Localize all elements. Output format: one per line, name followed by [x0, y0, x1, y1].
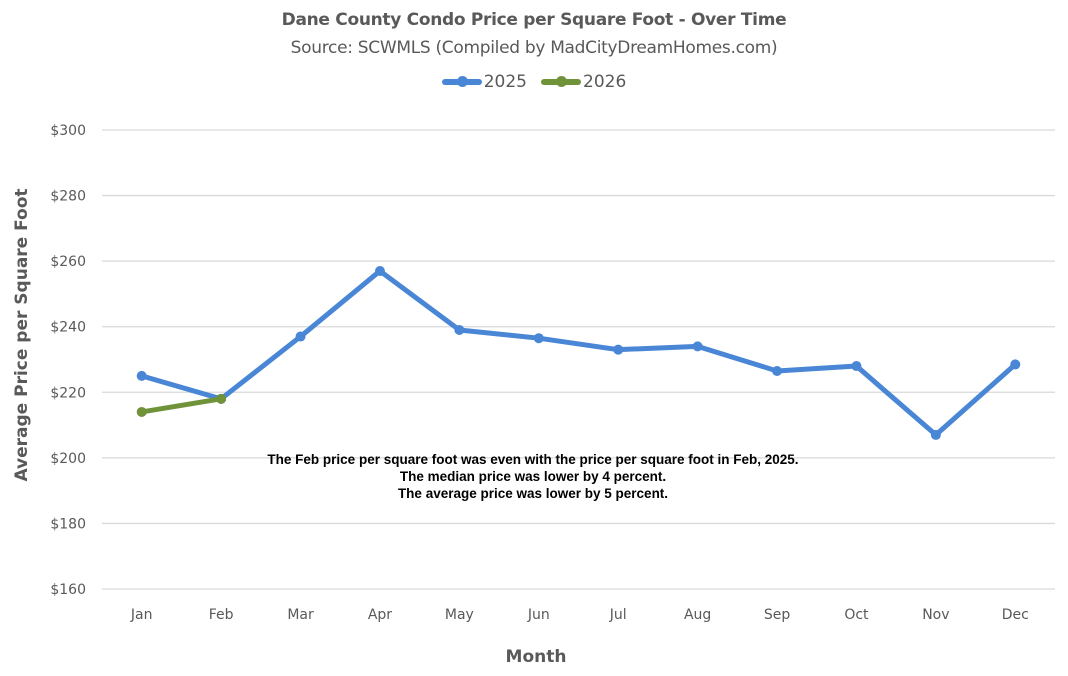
data-point	[692, 341, 703, 352]
annotation-line-1: The Feb price per square foot was even w…	[267, 452, 799, 467]
legend-label-2026: 2026	[583, 72, 627, 92]
data-point	[772, 365, 783, 376]
chart-title: Dane County Condo Price per Square Foot …	[281, 10, 787, 30]
y-tick-label: $300	[50, 123, 86, 139]
data-point	[454, 324, 465, 335]
x-tick-label: Sep	[764, 607, 791, 623]
series-line-2025	[139, 268, 1018, 438]
x-tick-label: Jun	[527, 607, 550, 623]
y-tick-label: $220	[50, 385, 86, 401]
x-tick-label: Feb	[209, 607, 234, 623]
x-tick-label: Dec	[1002, 607, 1029, 623]
y-tick-label: $260	[50, 254, 86, 270]
legend-label-2025: 2025	[483, 72, 527, 92]
data-point	[295, 331, 306, 342]
data-point	[374, 265, 385, 276]
x-tick-label: May	[445, 607, 474, 623]
x-tick-label: Mar	[287, 607, 314, 623]
y-tick-label: $180	[50, 516, 86, 532]
chart-legend: 2025 2026	[0, 72, 1068, 92]
x-tick-label: Apr	[368, 607, 392, 623]
x-tick-label: Jan	[130, 607, 153, 623]
data-point	[1010, 359, 1021, 370]
series-2025	[136, 265, 1021, 440]
data-point	[136, 406, 147, 417]
x-axis-label: Month	[505, 647, 567, 667]
data-series	[136, 265, 1021, 440]
series-2026	[136, 393, 227, 417]
x-tick-label: Jul	[609, 607, 627, 623]
legend-line-icon-2026	[541, 76, 581, 87]
data-point	[216, 393, 227, 404]
x-axis-ticks: Jan Feb Mar Apr May Jun Jul Aug Sep Oct Nov Dec	[130, 607, 1029, 623]
x-tick-label: Oct	[844, 607, 869, 623]
y-tick-label: $280	[50, 189, 86, 205]
chart-subtitle: Source: SCWMLS (Compiled by MadCityDream…	[290, 38, 778, 58]
data-point	[930, 429, 941, 440]
data-point	[136, 370, 147, 381]
data-point	[851, 361, 862, 372]
legend-line-icon-2025	[441, 76, 482, 87]
gridlines	[102, 129, 1055, 590]
legend-item-2025: 2025	[441, 72, 527, 92]
data-point	[613, 344, 624, 355]
y-axis-ticks: $160 $180 $200 $220 $240 $260 $280 $300	[50, 123, 86, 598]
chart-annotation: The Feb price per square foot was even w…	[200, 451, 866, 502]
legend-item-2026: 2026	[541, 72, 626, 92]
annotation-line-2: The median price was lower by 4 percent.	[399, 469, 667, 484]
x-tick-label: Nov	[922, 607, 949, 623]
data-point	[533, 333, 544, 344]
series-line-2026	[139, 396, 224, 415]
y-tick-label: $240	[50, 320, 86, 336]
y-tick-label: $200	[50, 451, 86, 467]
annotation-line-3: The average price was lower by 5 percent…	[397, 486, 669, 501]
x-tick-label: Aug	[684, 607, 711, 623]
y-tick-label: $160	[50, 582, 86, 598]
